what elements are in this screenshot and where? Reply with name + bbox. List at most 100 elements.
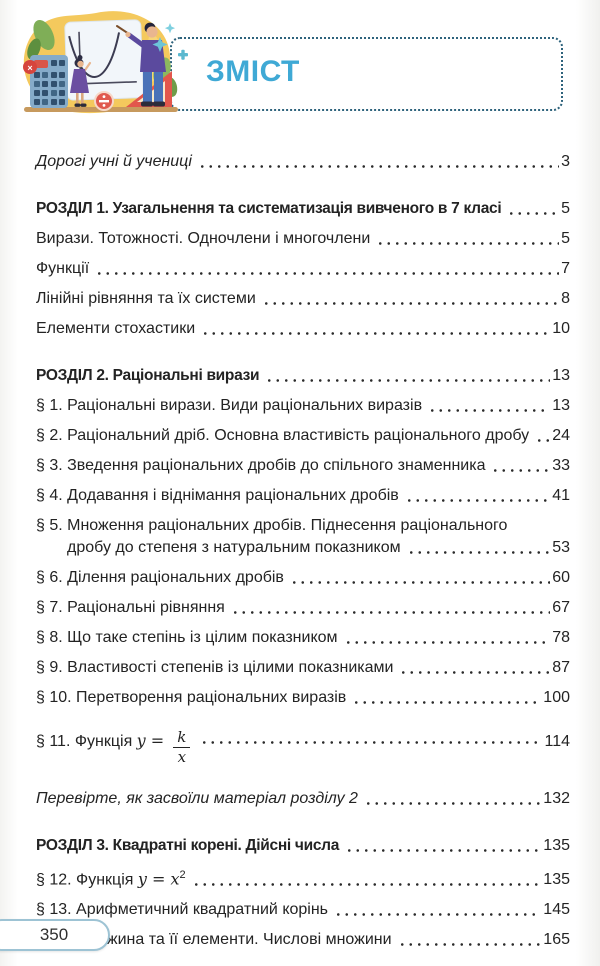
toc-entry: § 9. Властивості степенів із цілими пока… <box>36 658 570 677</box>
toc-page-number: 10 <box>552 320 570 337</box>
toc-page-number: 7 <box>561 260 570 277</box>
dot-leader <box>261 300 560 305</box>
toc-page-number: 78 <box>552 629 570 646</box>
page-header: × <box>0 0 600 124</box>
toc-page-number: 13 <box>552 397 570 414</box>
dot-leader <box>406 549 551 554</box>
toc-page-number: 60 <box>552 569 570 586</box>
toc-entry-label: § 8. Що таке степінь із цілим показником <box>36 629 338 646</box>
toc-entry: § 4. Додавання і віднімання раціональних… <box>36 486 570 505</box>
toc-entry: Вирази. Тотожності. Одночлени і многочле… <box>36 229 570 248</box>
toc-page-number: 135 <box>543 870 570 888</box>
dot-leader <box>399 669 551 674</box>
toc-entry: Елементи стохастики 10 <box>36 319 570 338</box>
toc-page-number: 67 <box>552 599 570 616</box>
dot-leader <box>428 407 551 412</box>
dot-leader <box>345 846 542 852</box>
toc-chapter-3: РОЗДІЛ 3. Квадратні корені. Дійсні числа… <box>36 836 570 855</box>
dot-leader <box>265 377 551 382</box>
title-box <box>170 37 563 111</box>
dot-leader <box>352 699 542 704</box>
dot-leader <box>201 330 551 335</box>
dot-leader <box>363 799 542 805</box>
toc-page-number: 3 <box>561 153 570 170</box>
toc-page-number: 114 <box>544 732 570 750</box>
toc-entry: § 5. Множення раціональних дробів. Підне… <box>36 516 570 535</box>
sparkle-icon <box>152 23 188 60</box>
toc-entry-label: Перевірте, як засвоїли матеріал розділу … <box>36 789 358 807</box>
dot-leader <box>343 639 551 644</box>
dot-leader <box>376 240 560 245</box>
dot-leader <box>289 579 551 584</box>
dot-leader <box>507 210 560 215</box>
toc-page-number: 41 <box>552 487 570 504</box>
toc-page-number: 24 <box>552 427 570 444</box>
svg-text:×: × <box>27 63 32 73</box>
toc-page-number: 100 <box>543 689 570 706</box>
toc-entry-label: § 10. Перетворення раціональних виразів <box>36 689 347 706</box>
dot-leader <box>191 880 542 886</box>
toc-entry: Функції 7 <box>36 259 570 278</box>
math-exponent: 2 <box>179 868 186 881</box>
toc-entry-label: дробу до степеня з натуральним показнико… <box>67 539 401 556</box>
page-number: 350 <box>39 925 69 944</box>
dot-leader <box>491 467 551 472</box>
toc-entry-label: Функції <box>36 260 90 277</box>
toc-entry-intro: Дорогі учні й учениці 3 <box>36 152 570 171</box>
toc-page-number: 132 <box>543 789 570 807</box>
math-base: y = x <box>137 868 180 888</box>
dot-leader <box>230 609 551 614</box>
toc-chapter-2: РОЗДІЛ 2. Раціональні вирази 13 <box>36 366 570 385</box>
toc-entry-label: § 4. Додавання і віднімання раціональних… <box>36 487 399 504</box>
toc-entry-label: § 13. Арифметичний квадратний корінь <box>36 900 329 918</box>
toc-entry-label: Елементи стохастики <box>36 320 196 337</box>
toc-entry: § 10. Перетворення раціональних виразів 1… <box>36 688 570 707</box>
toc-entry-check-section-2: Перевірте, як засвоїли матеріал розділу … <box>36 789 570 808</box>
toc-entry: § 14. Множина та її елементи. Числові мн… <box>36 930 570 949</box>
toc-entry-label: РОЗДІЛ 3. Квадратні корені. Дійсні числа <box>36 836 340 854</box>
toc-page-number: 53 <box>552 539 570 556</box>
dot-leader <box>397 940 542 946</box>
toc-page-number: 135 <box>543 836 570 854</box>
calculator-icon: × <box>23 55 68 108</box>
dot-leader <box>535 437 551 442</box>
dot-leader <box>95 270 560 275</box>
divide-badge-icon <box>94 91 114 111</box>
dot-leader <box>197 163 560 168</box>
student-figure <box>70 55 92 107</box>
toc-entry: § 8. Що таке степінь із цілим показником… <box>36 628 570 647</box>
toc-entry: § 6. Ділення раціональних дробів 60 <box>36 568 570 587</box>
header-illustration: × <box>23 11 188 114</box>
toc-page-number: 145 <box>543 900 570 918</box>
toc-page-number: 5 <box>561 200 570 217</box>
toc-entry: § 2. Раціональний дріб. Основна властиві… <box>36 426 570 445</box>
toc-entry-function-x-squared: § 12. Функція y = x2 135 <box>36 866 570 889</box>
toc-page-number: 165 <box>543 930 570 948</box>
toc-entry-label: § 3. Зведення раціональних дробів до спі… <box>36 457 486 474</box>
toc-entry-label: Вирази. Тотожності. Одночлени і многочле… <box>36 230 371 247</box>
toc-entry-label: § 12. Функція y = x2 <box>36 868 186 888</box>
toc-entry-label: § 7. Раціональні рівняння <box>36 599 225 616</box>
toc-entry-label: § 6. Ділення раціональних дробів <box>36 569 284 586</box>
fraction-denominator: x <box>177 748 187 767</box>
toc-entry-label: Лінійні рівняння та їх системи <box>36 290 256 307</box>
dot-leader <box>404 497 551 502</box>
toc-entry-label: РОЗДІЛ 2. Раціональні вирази <box>36 367 260 384</box>
toc-entry-function-k-over-x: § 11. Функція y = k x 114 <box>36 723 570 766</box>
page-number-badge: 350 <box>0 919 110 951</box>
dot-leader <box>200 739 543 745</box>
toc-entry-label: § 2. Раціональний дріб. Основна властиві… <box>36 427 530 444</box>
toc-entry-label: § 14. Множина та її елементи. Числові мн… <box>36 930 392 948</box>
dot-leader <box>334 910 542 916</box>
fraction-numerator: k <box>173 728 191 749</box>
page-title: ЗМІСТ <box>206 55 300 88</box>
toc-entry-label: Дорогі учні й учениці <box>36 153 192 170</box>
math-lhs: y = <box>136 730 170 750</box>
toc-entry-label: § 9. Властивості степенів із цілими пока… <box>36 659 394 676</box>
toc-page-number: 13 <box>552 367 570 384</box>
toc-page-number: 33 <box>552 457 570 474</box>
toc-entry-label: § 1. Раціональні вирази. Види раціональн… <box>36 397 423 414</box>
toc-entry-continuation: дробу до степеня з натуральним показнико… <box>36 538 570 557</box>
